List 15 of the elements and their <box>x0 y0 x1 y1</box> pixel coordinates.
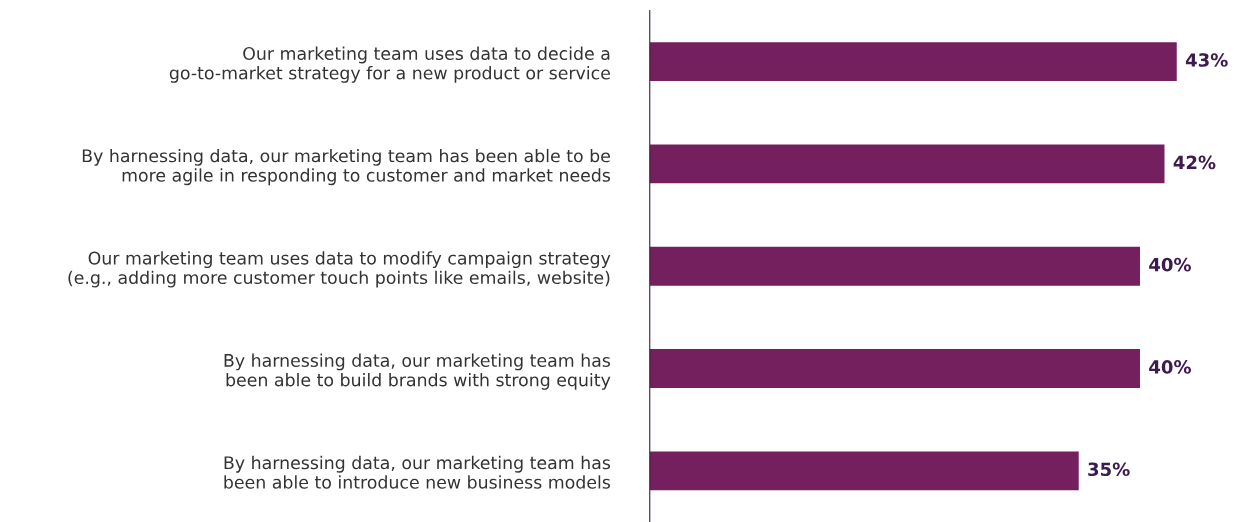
data-label: 40% <box>1149 360 1191 374</box>
bar <box>649 144 1165 184</box>
data-label: 40% <box>1149 257 1191 272</box>
bar <box>649 451 1079 491</box>
y-tick-label: Our marketing team uses data to modify campaign strategy (e.g., adding more customer touch points like emails, website) <box>68 251 611 288</box>
bar <box>649 246 1140 286</box>
y-tick-label: By harnessing data, our marketing team has been able to build brands with strong equity <box>224 353 611 390</box>
y-tick-label: Our marketing team uses data to decide a go-to-market strategy for a new product or service <box>169 46 610 83</box>
data-label: 42% <box>1173 155 1216 170</box>
data-label: 43% <box>1185 53 1228 67</box>
bar <box>649 42 1177 82</box>
data-label: 35% <box>1088 462 1130 477</box>
y-tick-label: By harnessing data, our marketing team has been able to be more agile in responding to customer and market needs <box>82 148 611 186</box>
y-tick-label: By harnessing data, our marketing team has been able to introduce new business models <box>224 455 611 489</box>
bar <box>649 349 1140 388</box>
